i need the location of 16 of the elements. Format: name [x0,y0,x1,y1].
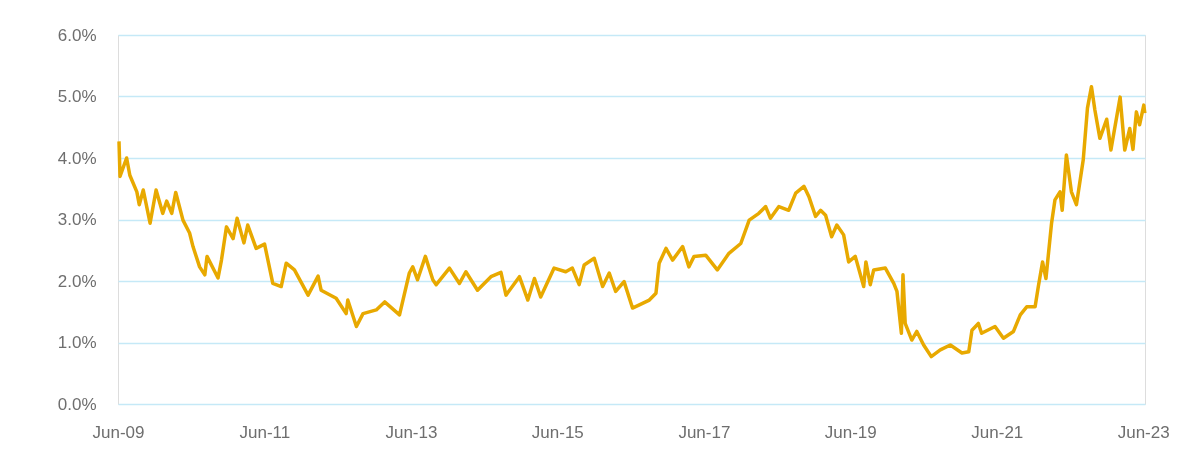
x-tick-label: Jun-17 [678,422,731,442]
y-tick-label: 6.0% [57,25,97,45]
x-tick-label: Jun-23 [1117,422,1170,442]
line-series [117,84,1147,359]
y-tick-label: 2.0% [57,271,97,291]
x-tick-label: Jun-21 [971,422,1024,442]
y-tick-label: 4.0% [57,148,97,168]
x-tick-label: Jun-19 [824,422,877,442]
x-tick-label: Jun-15 [531,422,584,442]
y-tick-label: 5.0% [57,87,97,106]
x-tick-label: Jun-09 [92,422,145,442]
y-tick-label: 3.0% [57,210,97,229]
y-tick-label: 0.0% [57,394,97,414]
y-tick-label: 1.0% [57,333,97,352]
x-tick-label: Jun-13 [385,422,438,442]
x-tick-label: Jun-11 [239,422,291,442]
